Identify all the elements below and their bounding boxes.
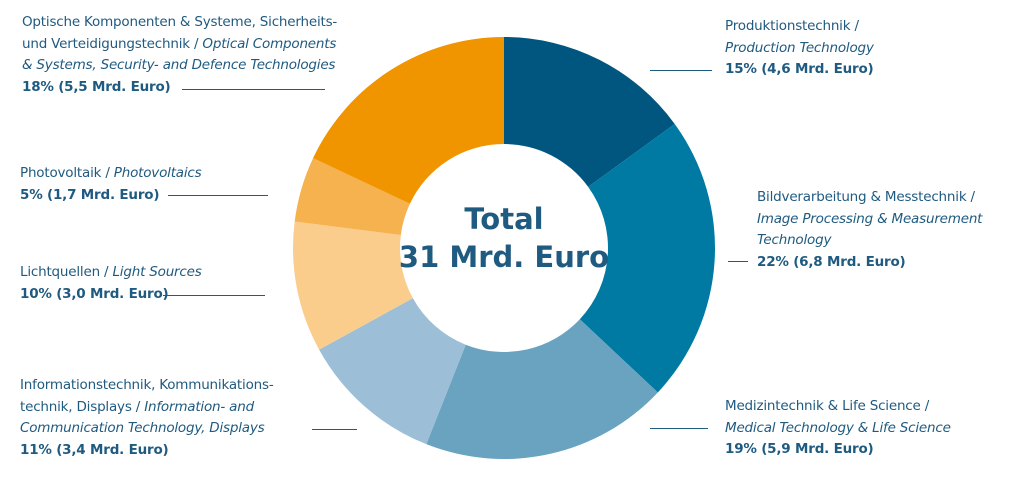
leader-line	[650, 70, 712, 71]
label-en: & Systems, Security- and Defence Technol…	[22, 57, 336, 73]
label-en: Light Sources	[112, 264, 202, 280]
donut-slice-4	[293, 221, 413, 350]
donut-slice-6	[313, 37, 504, 204]
leader-line	[728, 261, 748, 262]
donut-slice-3	[319, 298, 466, 445]
label-photovoltaics: Photovoltaik / Photovoltaics 5% (1,7 Mrd…	[20, 163, 202, 206]
label-de: Informationstechnik, Kommunikations-	[20, 377, 274, 393]
donut-slice-0	[504, 37, 675, 187]
label-de: Medizintechnik & Life Science /	[725, 398, 930, 414]
label-en: Medical Technology & Life Science	[725, 419, 951, 436]
label-value: 19% (5,9 Mrd. Euro)	[725, 441, 874, 457]
center-value: 31 Mrd. Euro	[398, 240, 610, 274]
label-en: Production Technology	[725, 39, 874, 56]
label-de: Produktionstechnik /	[725, 18, 859, 34]
label-production: Produktionstechnik / Production Technolo…	[725, 16, 874, 81]
label-de: technik, Displays /	[20, 398, 145, 415]
label-value: 15% (4,6 Mrd. Euro)	[725, 61, 874, 77]
label-image-processing: Bildverarbeitung & Messtechnik / Image P…	[757, 187, 982, 273]
label-en: Technology	[757, 232, 832, 248]
label-en: Information- and	[144, 398, 254, 415]
leader-line	[650, 428, 708, 429]
leader-line	[168, 195, 268, 196]
label-en: Photovoltaics	[113, 165, 202, 181]
label-de: Photovoltaik /	[20, 165, 114, 181]
label-de: Optische Komponenten & Systeme, Sicherhe…	[22, 14, 338, 30]
donut-slice-5	[294, 158, 410, 235]
label-value: 11% (3,4 Mrd. Euro)	[20, 441, 169, 458]
label-value: 10% (3,0 Mrd. Euro)	[20, 285, 169, 302]
donut-slice-2	[426, 319, 658, 459]
label-light-sources: Lichtquellen / Light Sources 10% (3,0 Mr…	[20, 262, 202, 305]
label-value: 22% (6,8 Mrd. Euro)	[757, 253, 906, 270]
center-label: Total 31 Mrd. Euro	[384, 200, 624, 276]
label-en: Image Processing & Measurement	[757, 210, 983, 227]
label-de: Lichtquellen /	[20, 264, 113, 280]
label-optical: Optische Komponenten & Systeme, Sicherhe…	[22, 12, 337, 98]
label-medical: Medizintechnik & Life Science / Medical …	[725, 396, 951, 461]
label-en: Communication Technology, Displays	[20, 420, 265, 436]
leader-line	[182, 89, 325, 90]
leader-line	[312, 429, 357, 430]
label-en: Optical Components	[202, 35, 337, 52]
leader-line	[163, 295, 265, 296]
label-value: 5% (1,7 Mrd. Euro)	[20, 186, 160, 203]
donut-slice-1	[579, 123, 716, 393]
center-title: Total	[464, 202, 544, 236]
label-de: und Verteidigungstechnik /	[22, 35, 203, 52]
label-information: Informationstechnik, Kommunikations- tec…	[20, 375, 274, 461]
label-value: 18% (5,5 Mrd. Euro)	[22, 78, 171, 95]
label-de: Bildverarbeitung & Messtechnik /	[757, 189, 975, 205]
